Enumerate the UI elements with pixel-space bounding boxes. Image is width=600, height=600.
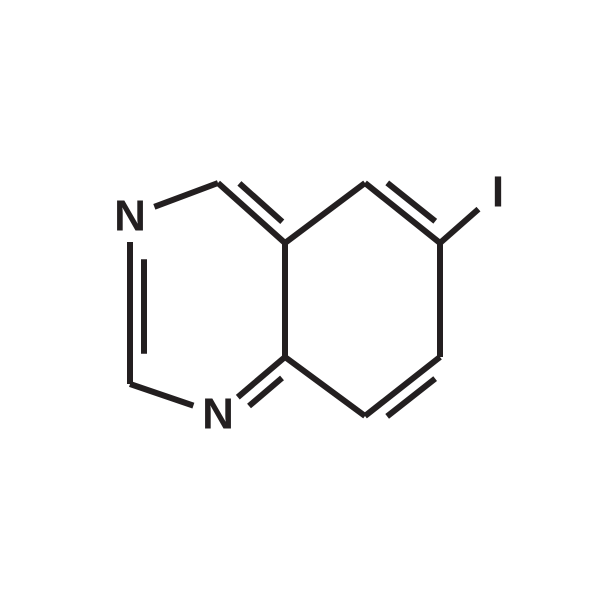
atom-label-n: N	[114, 192, 146, 241]
molecule-diagram: N N I	[0, 0, 600, 600]
bond	[387, 379, 435, 417]
bonds-layer	[130, 183, 478, 417]
bond	[285, 357, 365, 416]
bond	[239, 183, 282, 221]
bond	[130, 384, 193, 406]
atom-label-n: N	[202, 390, 234, 439]
bond	[238, 357, 285, 397]
atom-label-i: I	[492, 168, 504, 217]
bond	[154, 183, 218, 207]
bond	[387, 183, 435, 221]
bond	[440, 209, 478, 243]
bond	[285, 183, 365, 243]
